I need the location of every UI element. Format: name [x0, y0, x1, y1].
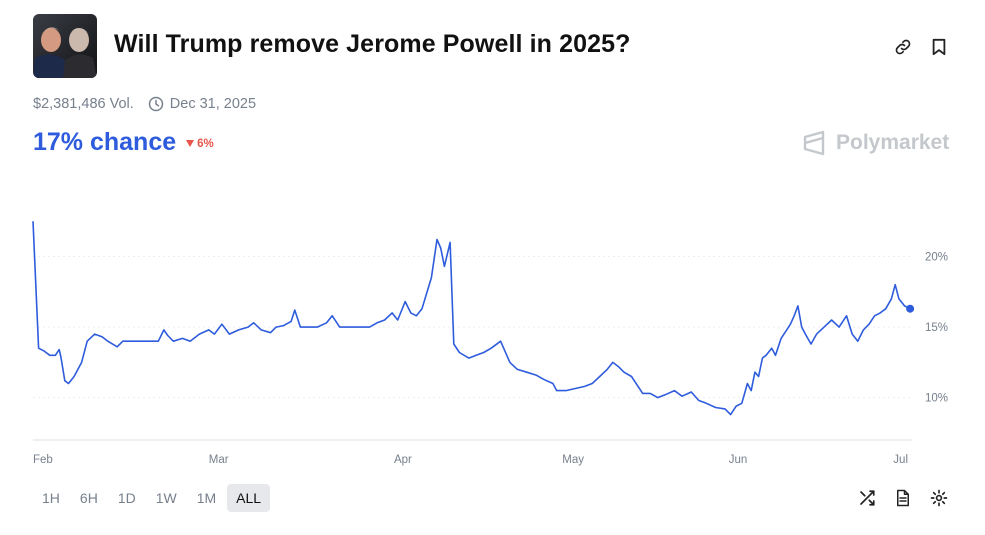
market-thumbnail-image [33, 14, 97, 78]
range-tab-1d[interactable]: 1D [117, 490, 136, 506]
polymarket-logo-icon [803, 130, 825, 156]
range-tab-1w[interactable]: 1W [155, 490, 177, 506]
x-tick-label: Apr [394, 454, 412, 466]
chance-value: 17% chance [33, 128, 177, 156]
market-meta: $2,381,486 Vol. Dec 31, 2025 [33, 96, 256, 112]
series-line [32, 221, 911, 416]
x-tick-label: May [562, 454, 584, 466]
link-icon[interactable] [892, 36, 914, 58]
chance-row: 17% chance 6% [33, 128, 214, 157]
y-tick-label: 15% [925, 322, 948, 334]
clock-icon [148, 96, 164, 112]
market-thumbnail [33, 14, 97, 78]
time-range-selector: 1H 6H 1D 1W 1M ALL [33, 484, 272, 512]
range-tab-1h[interactable]: 1H [42, 490, 60, 506]
volume-label: $2,381,486 Vol. [33, 96, 134, 112]
brand-watermark: Polymarket [802, 130, 949, 156]
range-tab-6h[interactable]: 6H [79, 490, 98, 506]
brand-name: Polymarket [836, 131, 950, 154]
current-value-dot [906, 304, 915, 313]
x-tick-label: Jul [893, 454, 908, 466]
x-tick-label: Mar [209, 454, 229, 466]
bookmark-icon[interactable] [928, 36, 950, 58]
y-tick-label: 10% [925, 393, 948, 405]
x-tick-label: Jun [729, 454, 748, 466]
triangle-down-icon [186, 138, 195, 150]
end-date-label: Dec 31, 2025 [169, 96, 257, 112]
range-tab-1m[interactable]: 1M [196, 490, 217, 506]
shuffle-icon[interactable] [856, 487, 878, 509]
price-chart: 20% 15% 10% Feb Mar Apr May Jun Jul [32, 221, 948, 466]
range-tab-all[interactable]: ALL [227, 484, 271, 512]
y-tick-label: 20% [925, 251, 948, 263]
x-tick-label: Feb [33, 454, 53, 466]
change-value: 6% [197, 138, 214, 150]
settings-icon[interactable] [928, 487, 950, 509]
document-icon[interactable] [892, 487, 914, 509]
market-title: Will Trump remove Jerome Powell in 2025? [114, 30, 631, 58]
change-badge: 6% [186, 138, 214, 150]
